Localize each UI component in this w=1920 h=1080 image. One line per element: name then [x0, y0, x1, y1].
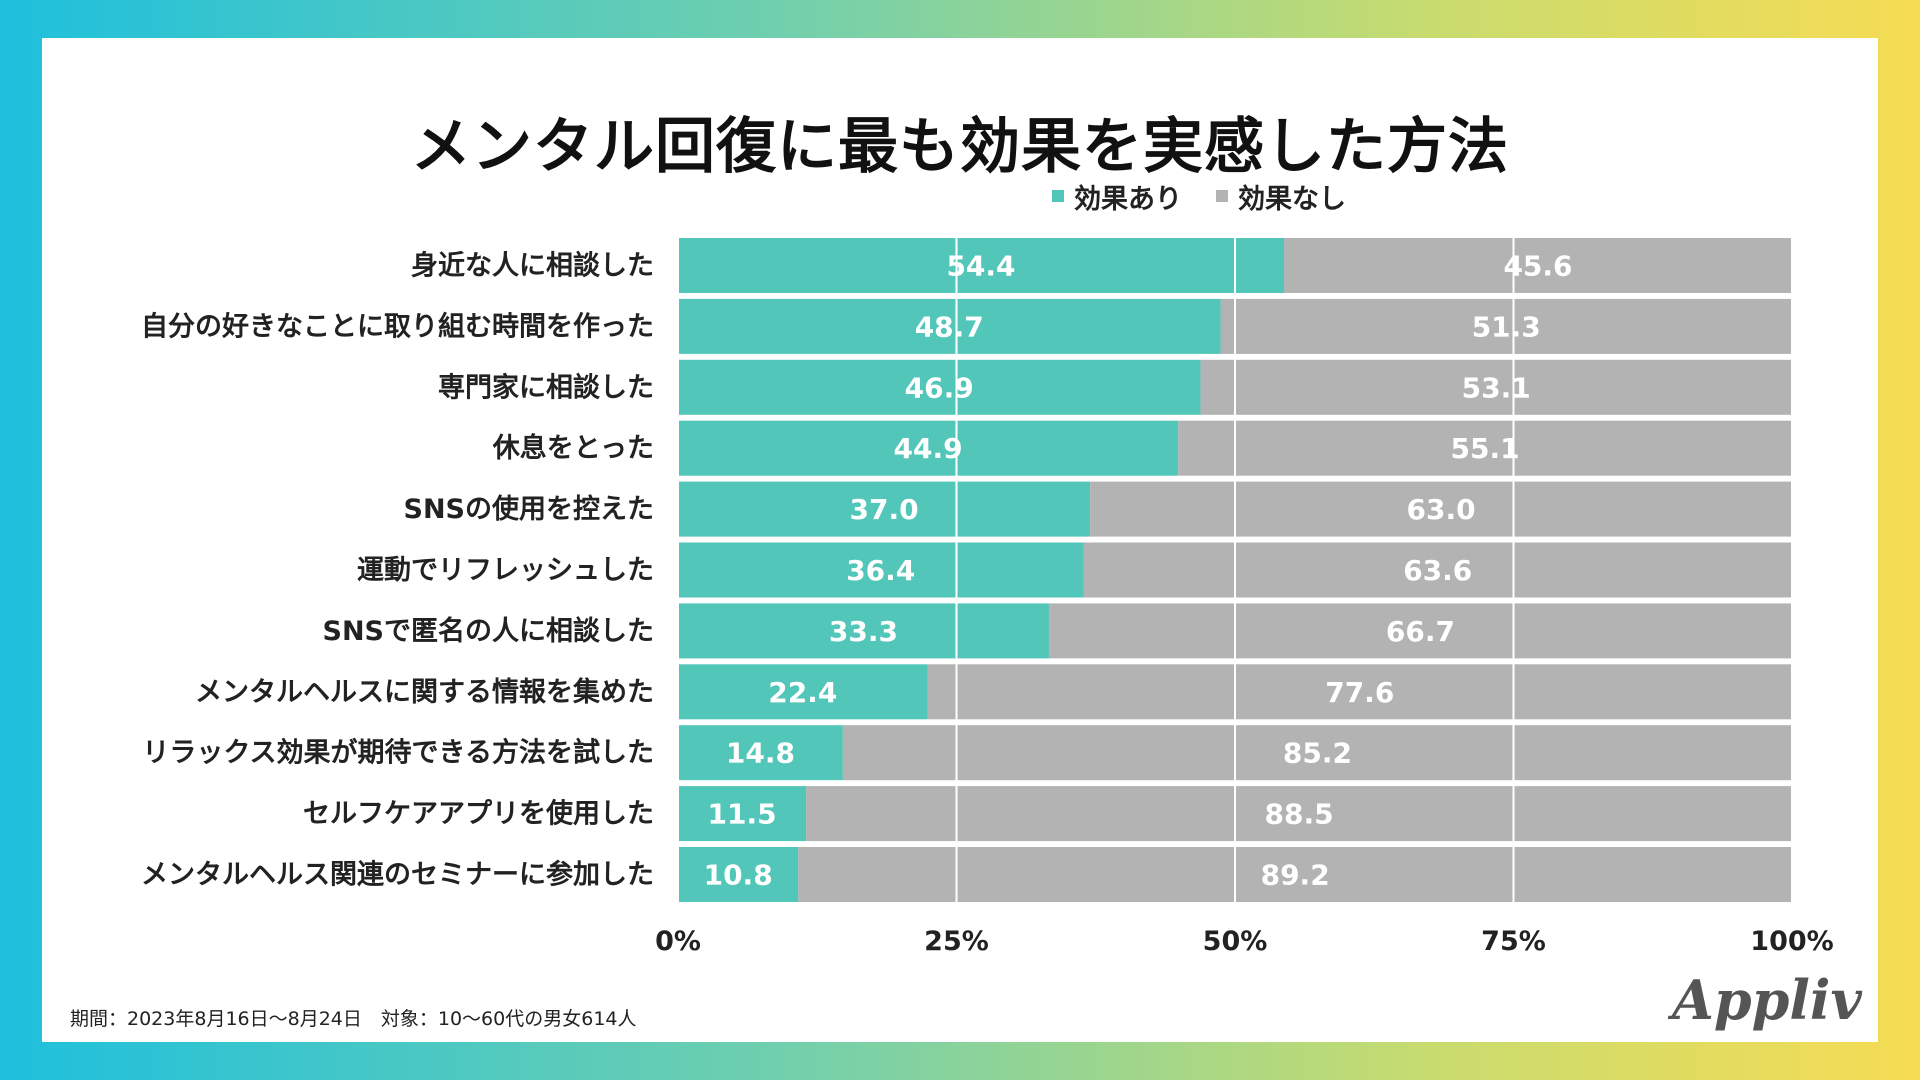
data-label-effective: 11.5	[708, 798, 777, 831]
chart-card: メンタル回復に最も効果を実感した方法 効果あり 効果なし 身近な人に相談した 54…	[42, 38, 1878, 1042]
x-tick-label: 25%	[924, 926, 989, 957]
legend-swatch-not-effective	[1216, 190, 1228, 202]
bar-effective	[678, 481, 1091, 537]
bar-effective	[678, 664, 928, 720]
data-label-not-effective: 45.6	[1503, 250, 1572, 283]
data-label-effective: 36.4	[846, 554, 915, 587]
category-label: リラックス効果が期待できる方法を試した	[142, 737, 654, 769]
data-label-effective: 33.3	[829, 615, 898, 648]
chart-title: メンタル回復に最も効果を実感した方法	[411, 112, 1509, 182]
bar-not-effective	[842, 725, 1792, 781]
x-tick-label: 75%	[1481, 926, 1546, 957]
bar-effective	[678, 603, 1049, 659]
category-label: 運動でリフレッシュした	[357, 555, 654, 586]
data-label-not-effective: 63.0	[1407, 493, 1476, 526]
legend: 効果あり 効果なし	[1052, 177, 1346, 216]
category-label: SNSで匿名の人に相談した	[323, 615, 655, 647]
bar-effective	[678, 725, 843, 781]
data-label-effective: 48.7	[915, 310, 984, 343]
legend-item-effective: 効果あり	[1052, 177, 1182, 216]
bar-not-effective	[927, 664, 1792, 720]
data-label-not-effective: 89.2	[1261, 859, 1330, 892]
bar-not-effective	[1083, 542, 1792, 598]
bar-effective	[678, 786, 807, 842]
category-label: セルフケアアプリを使用した	[303, 799, 654, 830]
category-label: 身近な人に相談した	[411, 250, 654, 282]
data-label-effective: 22.4	[768, 676, 837, 709]
data-label-not-effective: 63.6	[1403, 554, 1472, 587]
category-label: メンタルヘルスに関する情報を集めた	[195, 676, 654, 708]
legend-swatch-effective	[1052, 190, 1064, 202]
bar-effective	[678, 847, 799, 902]
bar-not-effective	[1178, 420, 1792, 476]
stacked-bar-chart: 身近な人に相談した 54.4 45.6 自分の好きなことに取り組む時間を作った 48.7…	[141, 236, 1834, 957]
bar-effective	[678, 359, 1201, 415]
data-label-not-effective: 66.7	[1386, 615, 1455, 648]
category-label: 専門家に相談した	[438, 371, 654, 403]
data-label-effective: 14.8	[726, 737, 795, 770]
bar-effective	[678, 420, 1179, 476]
bar-not-effective	[1200, 359, 1792, 415]
data-label-not-effective: 85.2	[1283, 737, 1352, 770]
data-label-effective: 54.4	[946, 250, 1015, 283]
legend-item-not-effective: 効果なし	[1216, 177, 1346, 216]
data-label-not-effective: 77.6	[1325, 676, 1394, 709]
legend-label-effective: 効果あり	[1074, 183, 1182, 215]
data-label-not-effective: 53.1	[1462, 371, 1531, 404]
data-label-not-effective: 55.1	[1451, 432, 1520, 465]
category-label: 自分の好きなことに取り組む時間を作った	[141, 310, 654, 342]
bar-effective	[678, 542, 1084, 598]
x-tick-label: 50%	[1203, 926, 1268, 957]
data-label-not-effective: 88.5	[1265, 798, 1334, 831]
data-label-not-effective: 51.3	[1472, 310, 1541, 343]
x-tick-label: 0%	[655, 926, 701, 957]
x-tick-label: 100%	[1750, 926, 1833, 957]
category-label: メンタルヘルス関連のセミナーに参加した	[141, 859, 654, 891]
data-label-effective: 37.0	[850, 493, 919, 526]
category-label: 休息をとった	[492, 432, 654, 464]
bar-effective	[678, 238, 1285, 293]
data-label-effective: 46.9	[905, 371, 974, 404]
data-label-effective: 10.8	[704, 859, 773, 892]
category-label: SNSの使用を控えた	[404, 494, 655, 525]
legend-label-not-effective: 効果なし	[1238, 183, 1346, 215]
bar-not-effective	[1048, 603, 1792, 659]
bar-not-effective	[1090, 481, 1792, 537]
data-label-effective: 44.9	[894, 432, 963, 465]
bar-not-effective	[1220, 298, 1792, 354]
bar-not-effective	[806, 786, 1792, 842]
bar-not-effective	[1284, 238, 1792, 293]
survey-period-note: 期間：2023年8月16日〜8月24日 対象：10〜60代の男女614人	[70, 1008, 637, 1030]
bar-not-effective	[798, 847, 1792, 902]
bar-effective	[678, 298, 1221, 354]
appliv-logo: Appliv	[1672, 968, 1862, 1032]
